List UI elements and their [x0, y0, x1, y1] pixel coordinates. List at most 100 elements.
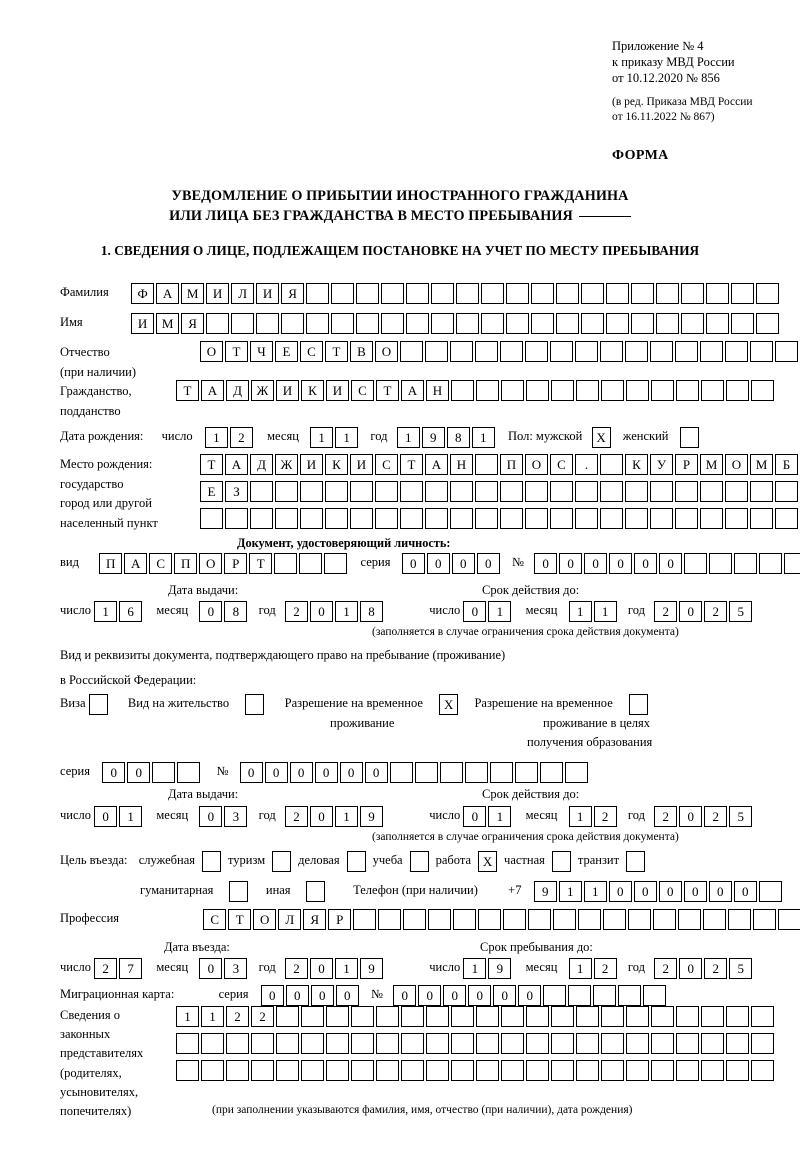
char-cell[interactable]	[751, 1033, 774, 1054]
char-cell[interactable]: С	[375, 454, 398, 475]
char-cell[interactable]: А	[225, 454, 248, 475]
sex-female-checkbox[interactable]	[679, 427, 699, 448]
char-cell[interactable]	[381, 283, 405, 304]
char-cell[interactable]: 0	[463, 806, 487, 827]
char-cell[interactable]: 0	[534, 553, 558, 574]
char-cell[interactable]: 0	[94, 806, 118, 827]
char-cell[interactable]: 0	[102, 762, 126, 783]
char-cell[interactable]	[353, 909, 377, 930]
char-cell[interactable]	[568, 985, 592, 1006]
char-cell[interactable]	[351, 1033, 374, 1054]
char-cell[interactable]: 0	[393, 985, 417, 1006]
char-cell[interactable]	[152, 762, 176, 783]
char-cell[interactable]: 8	[446, 427, 470, 448]
char-cell[interactable]	[700, 481, 723, 502]
char-cell[interactable]	[750, 341, 773, 362]
char-cell[interactable]: 1	[488, 601, 512, 622]
char-cell[interactable]: И	[350, 454, 373, 475]
char-cell[interactable]: 1	[593, 601, 617, 622]
char-cell[interactable]	[756, 313, 780, 334]
char-cell[interactable]: 3	[224, 806, 248, 827]
char-cell[interactable]: 0	[493, 985, 517, 1006]
char-cell[interactable]: С	[550, 454, 573, 475]
char-cell[interactable]: М	[181, 283, 205, 304]
char-cell[interactable]: 0	[443, 985, 467, 1006]
char-cell[interactable]: 1	[471, 427, 495, 448]
char-cell[interactable]: 1	[334, 806, 358, 827]
char-cell[interactable]: 0	[463, 601, 487, 622]
char-cell[interactable]: 1	[204, 427, 228, 448]
char-cell[interactable]	[376, 1006, 399, 1027]
char-cell[interactable]	[476, 1060, 499, 1081]
char-cell[interactable]: 1	[310, 427, 334, 448]
char-cell[interactable]	[325, 481, 348, 502]
char-cell[interactable]	[326, 1033, 349, 1054]
char-cell[interactable]	[550, 508, 573, 529]
char-cell[interactable]	[703, 909, 727, 930]
char-cell[interactable]: Р	[328, 909, 352, 930]
purpose-other-checkbox[interactable]	[305, 881, 325, 902]
char-cell[interactable]	[177, 762, 201, 783]
char-cell[interactable]	[701, 380, 724, 401]
char-cell[interactable]	[501, 1033, 524, 1054]
char-cell[interactable]: Н	[450, 454, 473, 475]
char-cell[interactable]	[564, 762, 588, 783]
char-cell[interactable]	[176, 1033, 199, 1054]
char-cell[interactable]: 0	[608, 881, 632, 902]
char-cell[interactable]	[356, 283, 380, 304]
sex-male-checkbox[interactable]: X	[591, 427, 611, 448]
char-cell[interactable]	[281, 313, 305, 334]
edu-residence-checkbox[interactable]	[629, 694, 648, 715]
char-cell[interactable]	[706, 283, 730, 304]
visa-checkbox[interactable]	[88, 694, 108, 715]
char-cell[interactable]	[751, 1006, 774, 1027]
char-cell[interactable]: 0	[239, 762, 263, 783]
char-cell[interactable]	[700, 341, 723, 362]
char-cell[interactable]	[401, 1033, 424, 1054]
char-cell[interactable]	[350, 508, 373, 529]
char-cell[interactable]: 0	[679, 958, 703, 979]
char-cell[interactable]	[628, 909, 652, 930]
char-cell[interactable]: 0	[609, 553, 633, 574]
char-cell[interactable]	[325, 508, 348, 529]
char-cell[interactable]	[676, 380, 699, 401]
char-cell[interactable]: 0	[679, 601, 703, 622]
char-cell[interactable]: 0	[518, 985, 542, 1006]
char-cell[interactable]	[676, 1060, 699, 1081]
char-cell[interactable]	[500, 481, 523, 502]
char-cell[interactable]	[601, 380, 624, 401]
char-cell[interactable]	[376, 1033, 399, 1054]
char-cell[interactable]	[675, 508, 698, 529]
char-cell[interactable]: Ж	[275, 454, 298, 475]
char-cell[interactable]: С	[203, 909, 227, 930]
char-cell[interactable]: Ф	[131, 283, 155, 304]
char-cell[interactable]: А	[401, 380, 424, 401]
char-cell[interactable]	[726, 1033, 749, 1054]
char-cell[interactable]	[231, 313, 255, 334]
char-cell[interactable]: Т	[228, 909, 252, 930]
char-cell[interactable]	[400, 341, 423, 362]
char-cell[interactable]: Л	[278, 909, 302, 930]
char-cell[interactable]	[356, 313, 380, 334]
char-cell[interactable]: 2	[229, 427, 253, 448]
char-cell[interactable]: У	[650, 454, 673, 475]
char-cell[interactable]: Т	[225, 341, 248, 362]
char-cell[interactable]	[625, 508, 648, 529]
char-cell[interactable]: 9	[359, 958, 383, 979]
char-cell[interactable]	[756, 283, 780, 304]
char-cell[interactable]	[176, 1060, 199, 1081]
char-cell[interactable]	[275, 481, 298, 502]
char-cell[interactable]: Р	[224, 553, 248, 574]
char-cell[interactable]	[389, 762, 413, 783]
